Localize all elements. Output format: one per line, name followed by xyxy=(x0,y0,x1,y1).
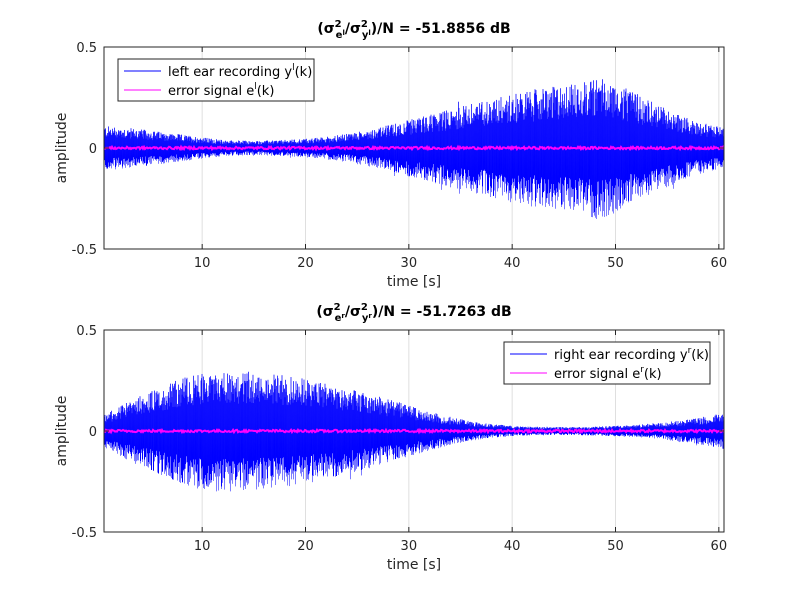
series-recording-line xyxy=(104,79,724,219)
title-text: (σ xyxy=(317,21,334,37)
title-superscript: 2 xyxy=(361,302,368,313)
legend-entry-name: left ear recording y xyxy=(168,65,292,80)
x-tick-label: 30 xyxy=(401,539,418,554)
y-tick-label: -0.5 xyxy=(72,243,97,258)
title-subscript: r xyxy=(341,312,345,320)
title-superscript: 2 xyxy=(335,19,342,30)
x-tick-label: 10 xyxy=(194,539,211,554)
legend-box xyxy=(503,341,711,385)
series-error-line xyxy=(104,427,724,435)
title-subscript: y xyxy=(362,30,369,41)
x-tick-label: 10 xyxy=(194,256,211,271)
x-tick-label: 30 xyxy=(401,256,418,271)
legend: right ear recording yr(k)error signal er… xyxy=(503,341,711,385)
legend-entry-suffix: (k) xyxy=(257,84,275,99)
x-tick-label: 40 xyxy=(504,256,521,271)
title-text: (σ xyxy=(316,304,333,320)
x-axis-label: time [s] xyxy=(387,557,441,573)
title-subscript: e xyxy=(335,313,342,324)
y-tick-label: 0.5 xyxy=(76,41,97,56)
legend-box xyxy=(117,58,315,102)
title-text: )/N = -51.8856 dB xyxy=(371,21,511,37)
series-error-line xyxy=(104,144,724,152)
y-tick-label: 0.5 xyxy=(76,324,97,339)
x-axis-label: time [s] xyxy=(387,274,441,290)
legend-entry-suffix: (k) xyxy=(691,348,709,363)
legend-entry-suffix: (k) xyxy=(644,367,662,382)
title-text: )/N = -51.7263 dB xyxy=(372,304,512,320)
legend-entry-superscript: r xyxy=(688,346,692,356)
y-tick-label: -0.5 xyxy=(72,526,97,541)
legend-entry-superscript: l xyxy=(292,63,295,73)
title-subscript: y xyxy=(362,313,369,324)
legend-entry: left ear recording yl(k) xyxy=(168,63,312,80)
x-tick-label: 40 xyxy=(504,539,521,554)
legend-entry: right ear recording yr(k) xyxy=(554,346,709,363)
legend-entry-name: error signal e xyxy=(168,84,254,99)
legend: left ear recording yl(k)error signal el(… xyxy=(117,58,315,102)
legend-entry-superscript: l xyxy=(254,82,257,92)
title-text: /σ xyxy=(345,304,361,320)
y-axis-label: amplitude xyxy=(54,113,70,184)
legend-entry: error signal er(k) xyxy=(554,365,662,382)
x-tick-label: 60 xyxy=(711,256,728,271)
x-tick-label: 20 xyxy=(297,256,314,271)
title-subscript: r xyxy=(368,312,372,320)
x-tick-label: 60 xyxy=(711,539,728,554)
title-subscript: l xyxy=(368,29,370,37)
x-tick-label: 20 xyxy=(297,539,314,554)
x-tick-label: 50 xyxy=(607,256,624,271)
y-tick-label: 0 xyxy=(89,425,97,440)
legend-entry-suffix: (k) xyxy=(295,65,313,80)
title-subscript: l xyxy=(342,29,344,37)
chart-title: (σ2 el/σ2 yl)/N = -51.8856 dB xyxy=(317,19,510,41)
title-subscript: e xyxy=(336,30,343,41)
x-tick-label: 50 xyxy=(607,539,624,554)
y-tick-label: 0 xyxy=(89,142,97,157)
legend-entry: error signal el(k) xyxy=(168,82,274,99)
title-superscript: 2 xyxy=(334,302,341,313)
legend-entry-superscript: r xyxy=(640,365,644,375)
title-text: /σ xyxy=(345,21,361,37)
legend-entry-name: right ear recording y xyxy=(554,348,688,363)
chart-title: (σ2 er/σ2 yr)/N = -51.7263 dB xyxy=(316,302,511,324)
title-superscript: 2 xyxy=(361,19,368,30)
legend-entry-name: error signal e xyxy=(554,367,640,382)
y-axis-label: amplitude xyxy=(54,396,70,467)
